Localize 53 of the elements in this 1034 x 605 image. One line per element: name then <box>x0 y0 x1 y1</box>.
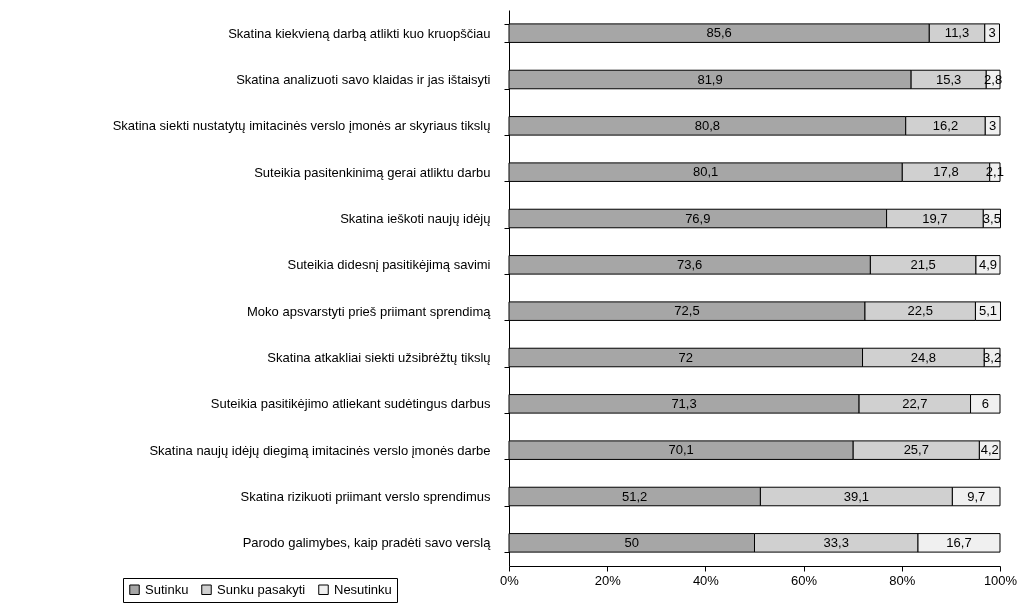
data-label: 21,5 <box>910 256 936 272</box>
data-label: 81,9 <box>697 71 723 87</box>
data-label: 9,7 <box>967 488 986 504</box>
data-label: 22,7 <box>902 395 928 411</box>
data-label: 3 <box>989 117 997 133</box>
data-label: 24,8 <box>910 349 937 365</box>
x-tick-label: 80% <box>889 572 916 588</box>
y-tick-label: Skatina analizuoti savo klaidas ir jas ištaisyti <box>236 72 491 87</box>
y-tick-label: Skatina naujų idėjų diegimą imitacinės verslo įmonės darbe <box>149 442 491 458</box>
data-label: 16,2 <box>932 117 959 133</box>
data-label: 72 <box>678 349 693 365</box>
y-tick-label: Parodo galimybes, kaip pradėti savo verslą <box>242 535 492 551</box>
data-label: 85,6 <box>706 25 732 41</box>
data-label: 3 <box>988 25 996 41</box>
data-label: 51,2 <box>622 488 648 504</box>
data-label: 50 <box>624 534 639 550</box>
x-tick-label: 0% <box>500 572 520 588</box>
data-label: 19,7 <box>922 210 948 226</box>
data-label: 11,3 <box>944 25 970 41</box>
y-tick-label: Moko apsvarstyti prieš priimant sprendimą <box>247 303 492 319</box>
data-label: 17,8 <box>933 164 959 180</box>
x-tick-label: 100% <box>983 572 1018 588</box>
y-tick-label: Skatina ieškoti naujų idėjų <box>340 211 491 226</box>
data-label: 80,8 <box>694 117 721 133</box>
data-label: 39,1 <box>843 488 870 504</box>
y-tick-label: Skatina atkakliai siekti užsibrėžtų tikslų <box>267 350 491 365</box>
y-tick-label: Suteikia didesnį pasitikėjimą savimi <box>287 257 491 273</box>
data-label: 6 <box>981 395 989 411</box>
x-tick-label: 40% <box>692 572 720 588</box>
data-label: 25,7 <box>903 442 929 458</box>
y-tick-label: Skatina kiekvieną darbą atlikti kuo kruopščiau <box>228 25 491 41</box>
data-label: 5,1 <box>978 303 998 319</box>
y-tick-label: Skatina siekti nustatytų imitacinės verslo įmonės ar skyriaus tikslų <box>112 118 491 134</box>
data-label: 73,6 <box>677 256 703 272</box>
x-tick-label: 60% <box>791 572 818 588</box>
legend-label: Sunku pasakyti <box>217 581 306 597</box>
data-label: 71,3 <box>671 395 697 411</box>
data-label: 72,5 <box>674 303 700 319</box>
data-label: 16,7 <box>946 534 972 550</box>
y-tick-label: Suteikia pasitikėjimo atliekant sudėtingus darbus <box>210 396 491 412</box>
data-label: 80,1 <box>692 164 719 180</box>
x-tick-label: 20% <box>594 572 622 588</box>
data-label: 22,5 <box>907 303 933 319</box>
data-label: 70,1 <box>668 442 694 458</box>
data-label: 15,3 <box>936 71 962 87</box>
data-label: 33,3 <box>823 534 849 550</box>
y-tick-label: Skatina rizikuoti priimant verslo sprendimus <box>240 489 491 504</box>
legend-label: Nesutinku <box>334 581 392 597</box>
data-label: 4,9 <box>978 256 998 272</box>
legend-label: Sutinku <box>145 581 189 597</box>
data-label: 4,2 <box>980 442 999 458</box>
data-label: 76,9 <box>685 210 711 226</box>
y-tick-label: Suteikia pasitenkinimą gerai atliktu darbu <box>254 164 491 180</box>
